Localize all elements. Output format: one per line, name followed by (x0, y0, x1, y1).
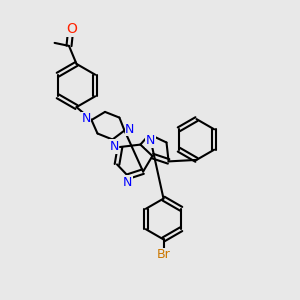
Text: N: N (146, 134, 155, 147)
Text: N: N (125, 123, 135, 136)
Text: N: N (109, 140, 119, 153)
Text: Br: Br (157, 248, 170, 262)
Text: N: N (123, 176, 133, 189)
Text: O: O (67, 22, 77, 36)
Text: N: N (81, 112, 91, 125)
